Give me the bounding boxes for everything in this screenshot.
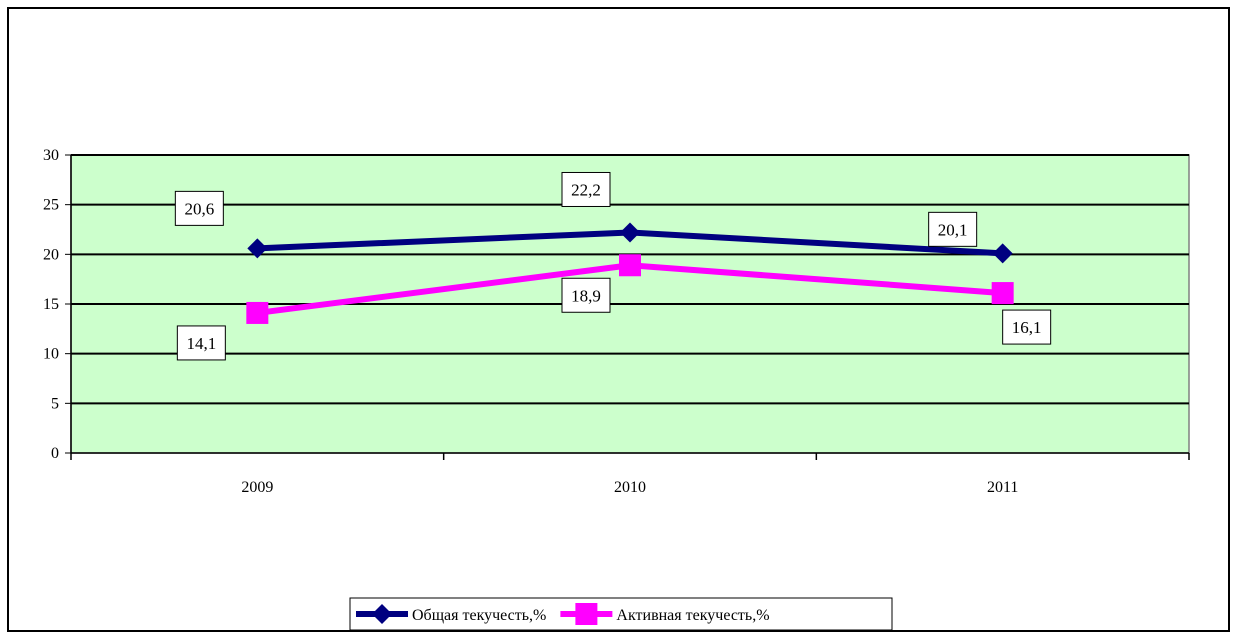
- legend-swatch-marker: [372, 604, 392, 624]
- data-label-box: [928, 211, 978, 247]
- x-tick-label: 2011: [987, 479, 1018, 496]
- y-tick-label: 25: [43, 197, 59, 214]
- axes: 0 5 10 15 20 25 30 2009 2010 2011: [43, 147, 1190, 496]
- data-label-box: [561, 277, 611, 313]
- data-point-square: [619, 254, 641, 277]
- data-label-box: [176, 325, 226, 361]
- y-tick-label: 0: [51, 445, 59, 462]
- data-label: 14,1: [186, 334, 216, 353]
- y-tick-label: 15: [43, 296, 59, 313]
- line-chart: 0 5 10 15 20 25 30 2009 2010 2011 20,6 22,2 20,1 14,…: [43, 147, 1190, 631]
- data-label: 20,6: [184, 199, 214, 218]
- data-point-diamond: [992, 243, 1013, 264]
- y-tick-label: 30: [43, 147, 59, 164]
- data-label-box: [561, 171, 611, 207]
- data-label-box: [1002, 309, 1052, 345]
- data-label: 20,1: [938, 220, 968, 239]
- series-layer: [246, 222, 1014, 324]
- legend: Общая текучесть,% Активная текучесть,%: [349, 597, 893, 631]
- x-tick-label: 2009: [241, 479, 273, 496]
- data-label: 18,9: [571, 286, 601, 305]
- data-label: 16,1: [1012, 318, 1042, 337]
- y-tick-label: 20: [43, 246, 59, 263]
- y-tick-label: 5: [51, 395, 59, 412]
- data-label: 22,2: [571, 180, 601, 199]
- legend-label: Активная текучесть,%: [616, 607, 769, 624]
- legend-label: Общая текучесть,%: [412, 607, 546, 624]
- data-point-square: [246, 301, 269, 324]
- y-tick-label: 10: [43, 346, 59, 363]
- legend-swatch-marker: [575, 603, 598, 625]
- x-tick-label: 2010: [614, 479, 646, 496]
- chart-frame: 0 5 10 15 20 25 30 2009 2010 2011 20,6 22,2 20,1 14,…: [7, 7, 1230, 632]
- data-point-square: [991, 282, 1014, 305]
- data-label-box: [174, 190, 224, 226]
- data-point-diamond: [620, 222, 640, 243]
- data-labels: 20,6 22,2 20,1 14,1 18,9 16,1: [174, 171, 1052, 361]
- data-point-diamond: [247, 238, 268, 259]
